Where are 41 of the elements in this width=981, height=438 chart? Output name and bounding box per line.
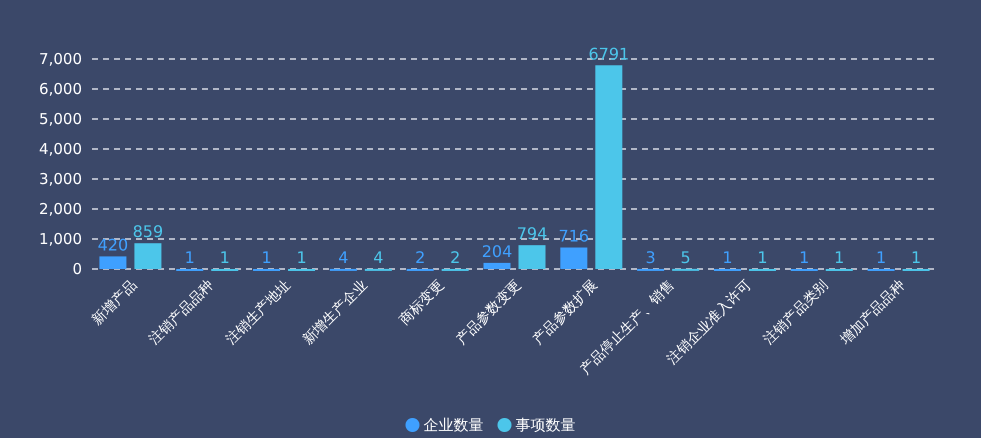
data-label: 1 <box>876 248 886 267</box>
y-tick-label: 7,000 <box>39 50 82 68</box>
data-label: 5 <box>680 248 691 267</box>
data-label: 716 <box>558 226 590 246</box>
data-label: 4 <box>373 248 384 267</box>
y-tick-label: 6,000 <box>39 80 82 98</box>
y-tick-label: 0 <box>72 260 82 278</box>
y-tick-label: 5,000 <box>39 110 82 128</box>
y-tick-label: 4,000 <box>39 140 82 158</box>
x-tick-label: 产品参数变更 <box>453 277 524 348</box>
x-tick-label: 注销产品品种 <box>146 277 217 348</box>
data-label: 204 <box>482 242 512 261</box>
data-label: 1 <box>910 248 922 267</box>
legend-label: 事项数量 <box>516 416 576 434</box>
data-label: 1 <box>261 248 272 267</box>
y-tick-label: 1,000 <box>39 230 82 248</box>
data-label: 2 <box>450 248 460 267</box>
x-tick-label: 产品参数扩展 <box>530 277 601 348</box>
data-label: 1 <box>757 248 768 267</box>
data-label: 1 <box>722 248 733 267</box>
data-label: 1 <box>296 248 307 267</box>
data-label: 6791 <box>588 44 630 64</box>
data-label: 4 <box>338 248 348 267</box>
x-tick-label: 注销产品类别 <box>760 277 832 348</box>
data-label: 1 <box>834 248 844 267</box>
data-label: 1 <box>220 248 230 267</box>
data-label: 3 <box>646 248 656 267</box>
legend-label: 企业数量 <box>424 416 484 434</box>
data-label: 794 <box>516 224 548 244</box>
y-tick-label: 2,000 <box>39 200 82 218</box>
data-label: 420 <box>98 235 128 254</box>
data-label: 1 <box>799 248 810 267</box>
data-label: 859 <box>132 222 164 242</box>
data-label: 2 <box>415 248 426 267</box>
x-tick-label: 新增产品 <box>89 277 140 328</box>
x-tick-label: 注销生产地址 <box>222 277 294 348</box>
y-tick-label: 3,000 <box>39 170 82 188</box>
x-tick-label: 增加产品品种 <box>836 277 908 349</box>
data-label: 1 <box>184 248 195 267</box>
x-tick-label: 商标变更 <box>396 277 448 328</box>
x-tick-label: 新增生产企业 <box>300 277 371 348</box>
